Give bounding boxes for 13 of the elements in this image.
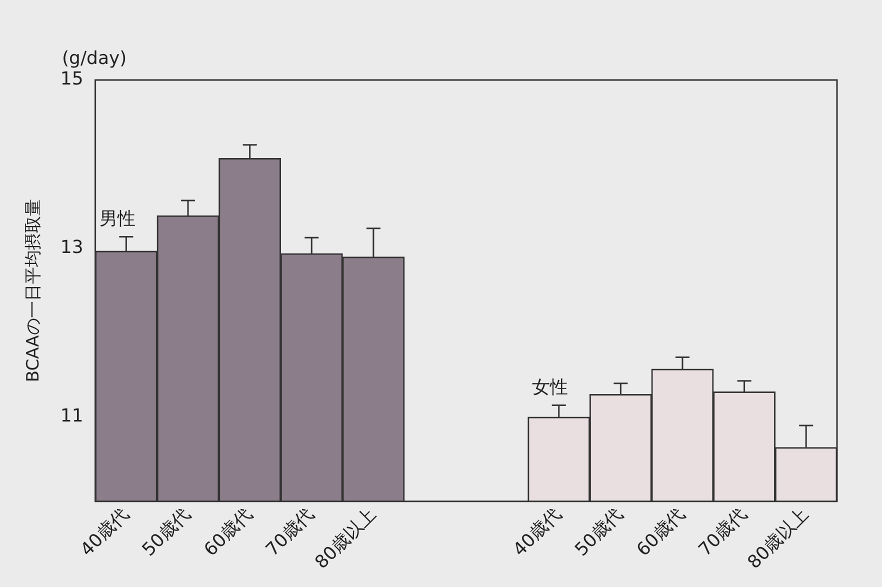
x-tick-label: 40歳代 (76, 504, 134, 560)
y-axis-title: BCAAの一日平均摂取量 (24, 199, 44, 382)
series-label: 女性 (532, 376, 568, 398)
y-tick-label: 11 (60, 406, 84, 427)
y-tick-label: 15 (60, 68, 84, 90)
y-tick-label: 13 (60, 237, 84, 258)
text: (g/day) (62, 48, 127, 69)
x-tick-label: 40歳代 (509, 504, 566, 560)
x-tick-label: 50歳代 (571, 504, 628, 560)
series-label: 男性 (99, 208, 136, 230)
x-tick-label: 60歳代 (632, 504, 690, 560)
x-tick-label: 50歳代 (138, 504, 195, 560)
x-tick-label: 60歳代 (200, 504, 257, 560)
